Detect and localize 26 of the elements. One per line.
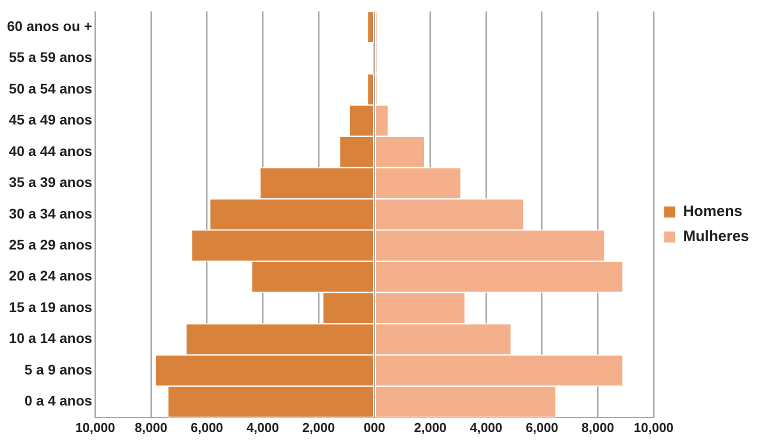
y-tick-label: 10 a 14 anos [8,330,92,346]
y-tick-label: 45 a 49 anos [8,112,92,128]
legend-label: Homens [683,203,742,220]
x-tick-label: 8,000 [582,420,614,435]
y-tick-label: 35 a 39 anos [8,174,92,190]
x-tick-label: 4,000 [246,420,280,435]
x-tick-label: 8,000 [134,420,168,435]
x-tick-label: 6,000 [190,420,224,435]
x-tick-label: 6,000 [526,420,558,435]
x-tick-label: 2,000 [302,420,335,435]
x-tick-label: 10,000 [75,420,116,435]
y-tick-label: 50 a 54 anos [8,80,92,96]
y-tick-label: 5 a 9 anos [24,361,92,378]
x-tick-label: 000 [364,420,386,435]
x-tick-label: 4,000 [470,420,502,435]
y-tick-label: 0 a 4 anos [24,392,92,409]
y-tick-label: 20 a 24 anos [8,268,92,284]
y-tick-label: 55 a 59 anos [8,49,92,66]
y-tick-label: 25 a 29 anos [8,236,92,252]
legend-label: Mulheres [683,228,750,246]
x-tick-label: 10,000 [634,420,674,435]
x-tick-label: 2,000 [414,420,447,435]
y-tick-label: 15 a 19 anos [8,298,92,315]
y-tick-label: 40 a 44 anos [8,142,92,159]
y-tick-label: 60 anos ou + [6,18,92,34]
y-tick-label: 30 a 34 anos [8,205,92,222]
